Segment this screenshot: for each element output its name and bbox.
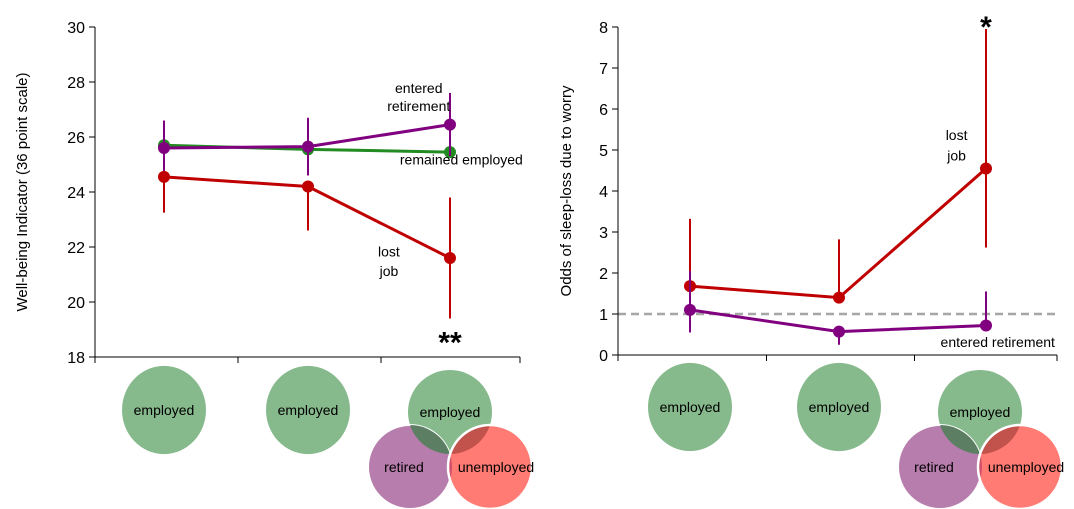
- y-tick-label: 20: [67, 295, 85, 312]
- significance-marker: *: [980, 11, 992, 44]
- data-point: [302, 140, 314, 153]
- overlap-employed-retired: [408, 425, 452, 454]
- y-tick-label: 24: [67, 185, 85, 202]
- series-retired: [684, 270, 992, 345]
- state-label-retired: retired: [384, 459, 424, 475]
- series-retired: [158, 93, 456, 176]
- data-point: [158, 142, 170, 154]
- data-point: [980, 319, 992, 332]
- y-tick-label: 28: [67, 75, 85, 92]
- annotation-label: entered: [395, 80, 442, 96]
- data-point: [833, 291, 845, 304]
- state-label-employed: employed: [950, 404, 1011, 420]
- y-tick-label: 7: [599, 61, 608, 78]
- overlap-employed-unemployed: [448, 425, 492, 454]
- y-axis-label: Odds of sleep-loss due to worry: [558, 85, 575, 296]
- data-point: [444, 252, 456, 264]
- state-label-unemployed: unemployed: [458, 459, 534, 475]
- y-tick-label: 18: [67, 350, 85, 367]
- state-circle-employed: [797, 362, 881, 452]
- data-point: [980, 162, 992, 175]
- venn-diagram: employed retired unemployed: [897, 370, 1064, 509]
- y-tick-label: 22: [67, 240, 85, 257]
- annotation-label: entered retirement: [941, 334, 1056, 350]
- overlap-employed-unemployed: [978, 425, 1022, 454]
- overlap-employed-retired: [938, 425, 982, 454]
- y-tick-label: 26: [67, 130, 85, 147]
- state-label-employed: employed: [134, 402, 195, 418]
- series-lost: [158, 170, 456, 319]
- state-label-employed: employed: [420, 404, 481, 420]
- unemployed-outline: [446, 423, 534, 509]
- wellbeing-chart: 18 20 22 24 26 28 30 Well-being Indicator (36 p…: [14, 20, 534, 509]
- y-tick-label: 30: [67, 20, 85, 37]
- data-point: [444, 118, 456, 131]
- significance-marker: **: [438, 327, 462, 360]
- annotation-label: remained employed: [400, 152, 523, 168]
- data-point: [684, 303, 696, 316]
- state-label-employed: employed: [278, 402, 339, 418]
- sleep-loss-chart: 0 1 2 3 4 5 6 7 8 Odds of sleep-loss due to worry…: [558, 11, 1064, 509]
- y-tick-label: 4: [599, 184, 608, 201]
- y-tick-label: 0: [599, 348, 608, 365]
- y-axis-label: Well-being Indicator (36 point scale): [14, 72, 31, 311]
- y-tick-label: 1: [599, 307, 608, 324]
- state-label-retired: retired: [914, 459, 954, 475]
- venn-diagram: employed retired unemployed: [367, 370, 534, 509]
- series-lost: [684, 29, 992, 310]
- y-tick-label: 8: [599, 20, 608, 37]
- state-label-employed: employed: [660, 399, 721, 415]
- annotation-label: lost: [946, 127, 968, 143]
- y-tick-label: 3: [599, 225, 608, 242]
- y-tick-label: 6: [599, 102, 608, 119]
- annotation-label: retirement: [387, 98, 450, 114]
- state-label-unemployed: unemployed: [988, 459, 1064, 475]
- annotation-label: job: [946, 147, 966, 163]
- annotation-label: job: [379, 263, 399, 279]
- annotation-label: lost: [378, 244, 400, 260]
- unemployed-outline: [976, 423, 1064, 509]
- data-point: [833, 325, 845, 338]
- state-circle-employed: [266, 365, 350, 455]
- y-tick-label: 2: [599, 266, 608, 283]
- data-point: [158, 170, 170, 183]
- state-circle-employed: [122, 365, 206, 455]
- y-tick-label: 5: [599, 143, 608, 160]
- state-circle-employed: [648, 362, 732, 452]
- state-label-employed: employed: [809, 399, 870, 415]
- data-point: [302, 180, 314, 193]
